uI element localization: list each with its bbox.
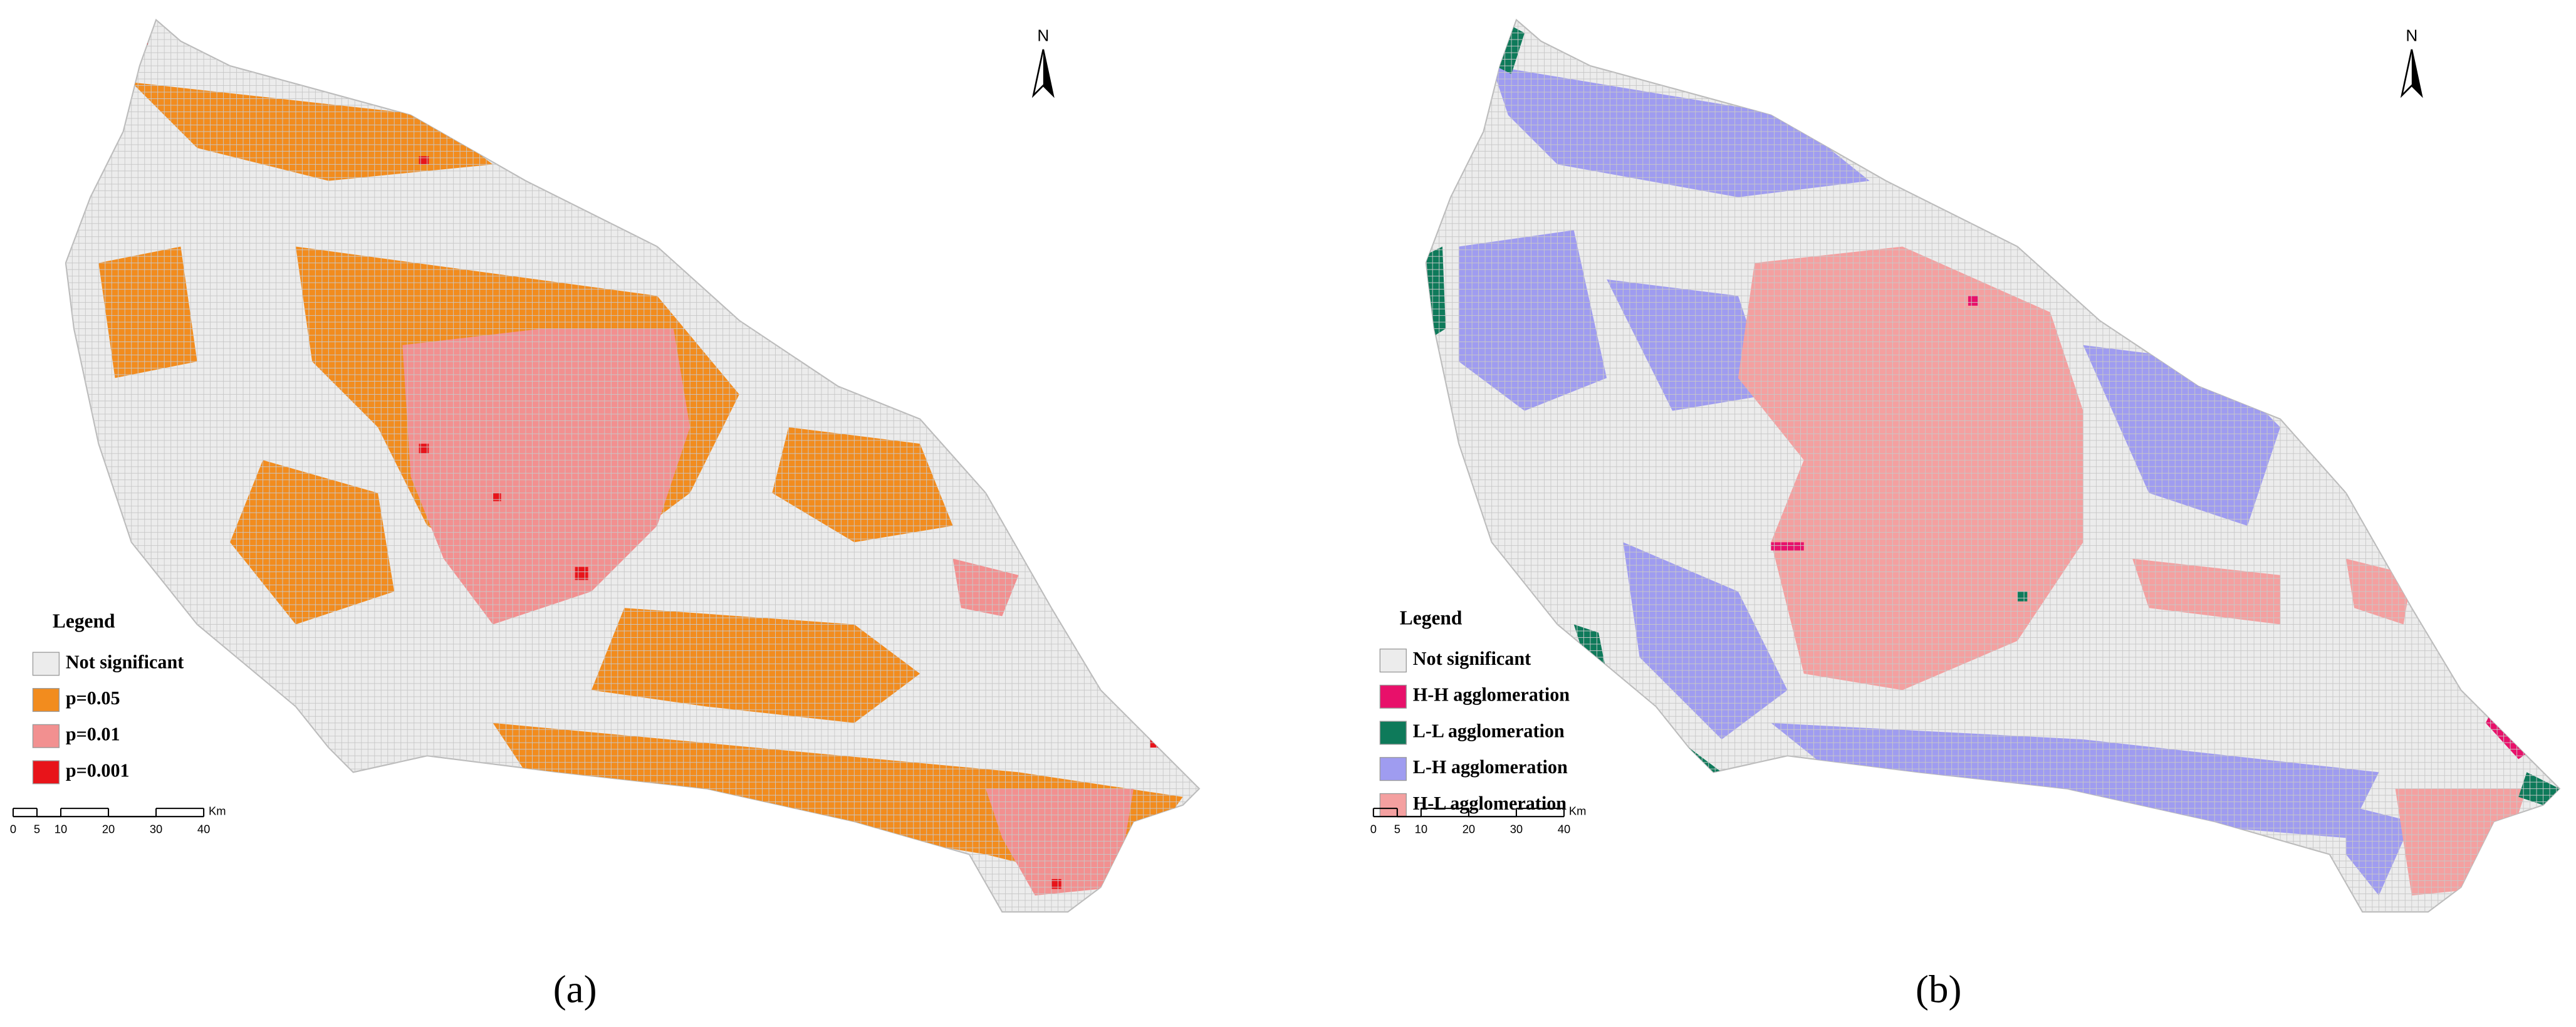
legend-label: L-L agglomeration xyxy=(1413,720,1565,741)
legend-swatch xyxy=(1379,684,1407,709)
map-b xyxy=(1425,19,2561,913)
legend-title: Legend xyxy=(1400,607,1463,628)
scale-unit: Km xyxy=(1569,805,1587,818)
scale-label: 30 xyxy=(1510,822,1523,835)
legend-swatch xyxy=(1379,757,1407,781)
scale-label: 5 xyxy=(1394,822,1400,835)
scale-label: 10 xyxy=(1415,822,1427,835)
map-a xyxy=(65,19,1201,913)
legend-swatch xyxy=(32,724,60,748)
scale-label: 20 xyxy=(102,822,115,835)
legend-label: H-H agglomeration xyxy=(1413,684,1570,706)
legend-swatch xyxy=(1379,649,1407,673)
scale-label: 10 xyxy=(55,822,67,835)
legend-label: L-H agglomeration xyxy=(1413,756,1568,778)
legend-label: p=0.05 xyxy=(66,687,120,709)
legend-title: Legend xyxy=(53,610,115,632)
scale-label: 40 xyxy=(197,822,210,835)
scale-label: 30 xyxy=(150,822,162,835)
panel: N Legend Not significant H-H agglomeration L… xyxy=(1370,26,2423,1011)
caption: (a) xyxy=(553,967,597,1011)
scale-label: 5 xyxy=(34,822,40,835)
scale-label: 40 xyxy=(1558,822,1570,835)
legend-swatch xyxy=(1379,721,1407,745)
legend-label: Not significant xyxy=(1413,648,1531,669)
legend-label: H-L agglomeration xyxy=(1413,793,1567,814)
legend-swatch xyxy=(1379,793,1407,817)
scale-label: 0 xyxy=(10,822,16,835)
legend-swatch xyxy=(32,652,60,676)
scale-label: 20 xyxy=(1463,822,1475,835)
legend-swatch xyxy=(32,688,60,712)
caption: (b) xyxy=(1916,967,1961,1011)
north-label: N xyxy=(1037,26,1049,45)
north-label: N xyxy=(2406,26,2417,45)
legend-label: p=0.001 xyxy=(66,759,130,781)
panel: N Legend Not significant p=0.05 p=0.01 p=0.00… xyxy=(10,26,1055,1011)
legend-label: p=0.01 xyxy=(66,724,120,745)
legend-label: Not significant xyxy=(66,651,184,672)
scale-label: 0 xyxy=(1370,822,1377,835)
scale-unit: Km xyxy=(209,805,226,818)
legend-swatch xyxy=(32,760,60,785)
